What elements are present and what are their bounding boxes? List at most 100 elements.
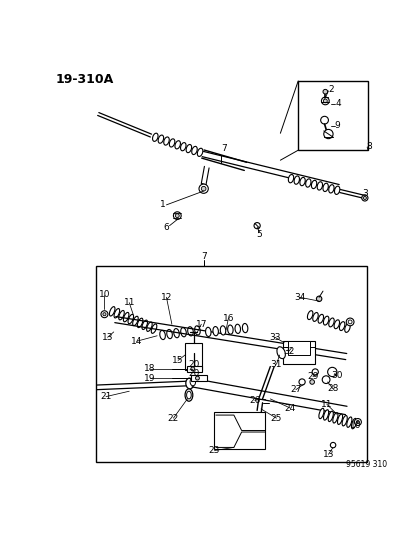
Ellipse shape: [293, 176, 299, 184]
Ellipse shape: [197, 148, 202, 156]
Ellipse shape: [119, 311, 124, 320]
Circle shape: [311, 369, 318, 375]
Text: 25: 25: [270, 414, 282, 423]
Circle shape: [320, 97, 328, 105]
Polygon shape: [192, 378, 346, 415]
Circle shape: [103, 313, 106, 316]
Circle shape: [201, 187, 206, 191]
Ellipse shape: [152, 133, 158, 141]
Text: 26: 26: [249, 396, 260, 405]
Circle shape: [254, 223, 260, 229]
Text: 15: 15: [172, 356, 183, 365]
Text: 8: 8: [366, 142, 371, 151]
Circle shape: [316, 296, 321, 302]
Ellipse shape: [242, 324, 247, 333]
Text: 12: 12: [160, 293, 172, 302]
Bar: [214, 412, 264, 449]
Text: 34: 34: [293, 293, 305, 302]
Text: 10: 10: [98, 290, 110, 300]
Bar: [297, 81, 367, 150]
Text: 20: 20: [188, 360, 199, 369]
Text: 32: 32: [282, 346, 294, 356]
Circle shape: [173, 212, 181, 220]
Ellipse shape: [323, 316, 328, 325]
Circle shape: [298, 379, 304, 385]
Ellipse shape: [114, 309, 119, 318]
Ellipse shape: [128, 314, 133, 324]
Ellipse shape: [312, 312, 318, 321]
Polygon shape: [201, 150, 246, 171]
Ellipse shape: [316, 182, 322, 190]
Ellipse shape: [328, 184, 333, 193]
Text: 2: 2: [327, 85, 333, 94]
Ellipse shape: [341, 416, 347, 426]
Text: 13: 13: [102, 333, 113, 342]
Ellipse shape: [169, 139, 174, 147]
Ellipse shape: [322, 183, 328, 191]
Ellipse shape: [164, 137, 169, 145]
Ellipse shape: [180, 143, 185, 151]
Text: 20: 20: [188, 369, 199, 378]
Ellipse shape: [328, 411, 332, 422]
Bar: [282, 341, 314, 364]
Bar: [191, 375, 206, 381]
Text: 22: 22: [167, 414, 178, 423]
Text: 7: 7: [221, 144, 226, 153]
Ellipse shape: [323, 410, 328, 420]
Ellipse shape: [337, 414, 342, 424]
Bar: [186, 366, 202, 372]
Bar: [287, 341, 309, 355]
Polygon shape: [280, 81, 297, 160]
Text: 18: 18: [144, 365, 156, 374]
Text: 19-310A: 19-310A: [55, 73, 114, 86]
Text: 19: 19: [144, 374, 156, 383]
Ellipse shape: [175, 141, 180, 149]
Text: 7: 7: [200, 252, 206, 261]
Circle shape: [175, 214, 179, 217]
Text: 16: 16: [222, 313, 234, 322]
Ellipse shape: [305, 179, 310, 187]
Text: 5: 5: [256, 230, 262, 239]
Ellipse shape: [299, 177, 304, 185]
Text: 4: 4: [335, 100, 340, 109]
Circle shape: [330, 442, 335, 448]
Circle shape: [195, 376, 199, 380]
Ellipse shape: [287, 174, 293, 183]
Ellipse shape: [307, 311, 312, 320]
Polygon shape: [114, 317, 346, 360]
Ellipse shape: [235, 324, 240, 334]
Bar: [96, 265, 366, 462]
Bar: [185, 343, 202, 370]
Text: 1: 1: [159, 200, 165, 209]
Ellipse shape: [333, 320, 339, 329]
Ellipse shape: [166, 329, 172, 338]
Circle shape: [356, 421, 358, 424]
Text: 27: 27: [290, 385, 301, 394]
Text: 6: 6: [163, 223, 169, 232]
Text: 11: 11: [320, 400, 332, 409]
Text: 9: 9: [333, 121, 339, 130]
Ellipse shape: [109, 306, 115, 316]
Ellipse shape: [190, 378, 195, 386]
Text: 29: 29: [306, 372, 318, 381]
Circle shape: [321, 376, 329, 384]
Ellipse shape: [328, 318, 333, 327]
Circle shape: [345, 318, 353, 326]
Ellipse shape: [173, 328, 179, 338]
Ellipse shape: [351, 418, 356, 429]
Ellipse shape: [212, 327, 218, 336]
Circle shape: [101, 311, 108, 318]
Text: 14: 14: [131, 337, 142, 346]
Ellipse shape: [151, 324, 157, 333]
Polygon shape: [96, 381, 187, 390]
Text: 33: 33: [268, 333, 280, 342]
Ellipse shape: [318, 408, 323, 419]
Polygon shape: [339, 190, 365, 199]
Ellipse shape: [158, 135, 163, 143]
Text: 10: 10: [349, 422, 361, 430]
Text: 95619 310: 95619 310: [345, 460, 387, 469]
Ellipse shape: [185, 389, 192, 401]
Ellipse shape: [159, 330, 165, 340]
Circle shape: [363, 196, 366, 199]
Circle shape: [199, 184, 208, 193]
